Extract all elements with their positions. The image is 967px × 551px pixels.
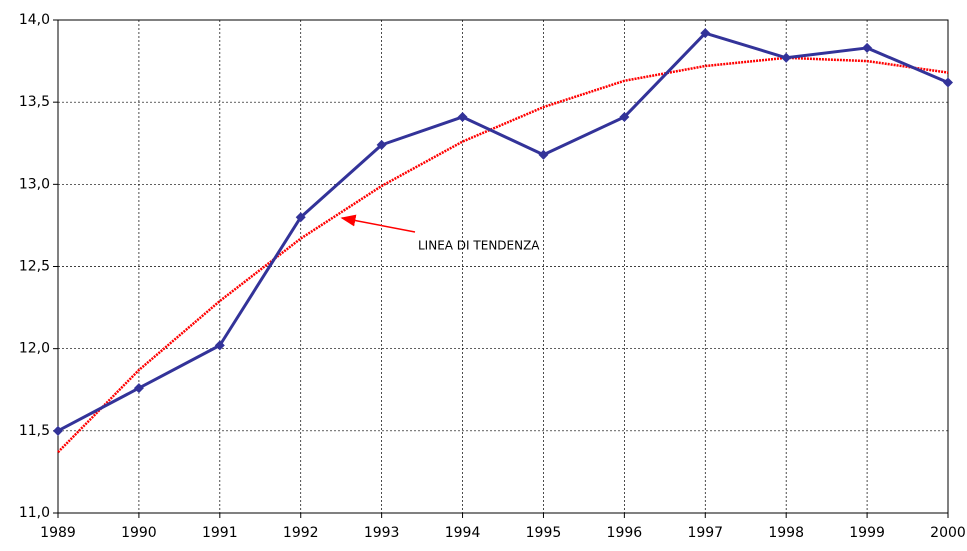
marker — [457, 111, 468, 122]
marker — [53, 425, 63, 436]
y-tick-label: 13,0 — [19, 176, 50, 192]
marker — [538, 149, 549, 160]
y-tick-label: 11,5 — [19, 423, 50, 439]
marker — [133, 383, 144, 394]
y-tick-label: 11,0 — [19, 505, 50, 521]
marker — [376, 139, 387, 150]
x-tick-label: 1995 — [526, 525, 562, 541]
x-tick-label: 1991 — [202, 525, 238, 541]
marker — [862, 42, 873, 53]
marker — [214, 340, 225, 351]
x-tick-label: 1998 — [768, 525, 804, 541]
marker — [295, 212, 306, 223]
x-tick-label: 1996 — [607, 525, 643, 541]
marker — [700, 28, 711, 39]
x-tick-label: 1999 — [849, 525, 885, 541]
y-tick-label: 12,0 — [19, 341, 50, 357]
x-tick-label: 2000 — [930, 525, 966, 541]
y-tick-label: 14,0 — [19, 12, 50, 28]
marker — [781, 52, 792, 63]
marker — [943, 77, 953, 88]
annotation-arrow — [340, 214, 416, 233]
x-tick-label: 1989 — [40, 525, 76, 541]
x-tick-label: 1992 — [283, 525, 319, 541]
x-tick-label: 1994 — [445, 525, 481, 541]
annotation: LINEA DI TENDENZA — [418, 239, 540, 253]
x-tick-label: 1993 — [364, 525, 400, 541]
y-tick-label: 12,5 — [19, 259, 50, 275]
marker — [619, 111, 630, 122]
x-tick-label: 1997 — [687, 525, 723, 541]
grid — [53, 19, 949, 518]
marks — [53, 28, 953, 454]
x-tick-label: 1990 — [121, 525, 157, 541]
series-line — [57, 56, 949, 454]
y-tick-label: 13,5 — [19, 94, 50, 110]
plot-border — [57, 19, 949, 514]
series-line — [57, 31, 949, 433]
